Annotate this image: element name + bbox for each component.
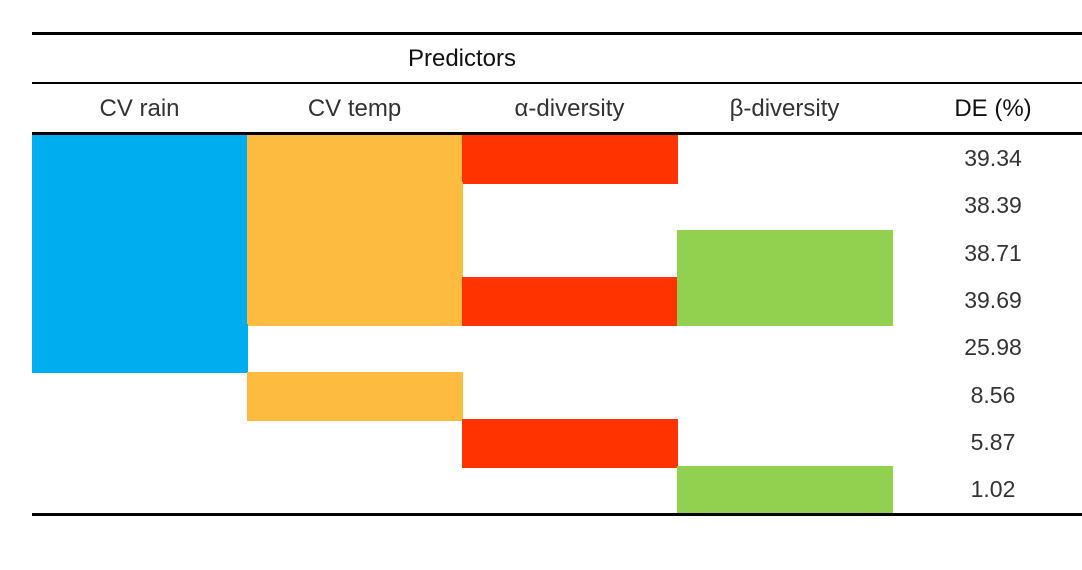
cell-alpha-diversity-row-1	[462, 135, 678, 184]
predictors-group-header: Predictors	[407, 45, 517, 72]
de-value-row-2: 38.39	[964, 192, 1022, 218]
cell-cv-rain-row-2	[32, 182, 248, 231]
de-value-row-7: 5.87	[970, 429, 1016, 455]
cell-beta-diversity-row-3	[677, 230, 893, 279]
de-value-row-6: 8.56	[970, 382, 1016, 408]
cell-cv-temp-row-4	[247, 277, 463, 326]
top-rule	[32, 32, 1082, 35]
cell-cv-temp-row-3	[247, 230, 463, 279]
bottom-rule	[32, 513, 1082, 516]
column-header-cv-temp: CV temp	[307, 95, 402, 122]
column-header-cv-rain: CV rain	[99, 95, 180, 122]
column-header-beta-diversity: β-diversity	[729, 95, 840, 122]
de-value-row-1: 39.34	[964, 145, 1022, 171]
column-header-alpha-diversity: α-diversity	[514, 95, 625, 122]
cell-alpha-diversity-row-4	[462, 277, 678, 326]
cell-cv-rain-row-4	[32, 277, 248, 326]
cell-cv-temp-row-2	[247, 182, 463, 231]
de-value-row-8: 1.02	[970, 476, 1016, 502]
de-value-row-4: 39.69	[964, 287, 1022, 313]
predictors-rule	[32, 82, 1082, 84]
cell-cv-rain-row-5	[32, 324, 248, 373]
de-value-row-5: 25.98	[964, 334, 1022, 360]
cell-cv-temp-row-6	[247, 372, 463, 421]
column-header-de: DE (%)	[954, 95, 1032, 122]
header-rule	[32, 132, 1082, 135]
cell-cv-temp-row-1	[247, 135, 463, 184]
cell-beta-diversity-row-4	[677, 277, 893, 326]
cell-beta-diversity-row-8	[677, 466, 893, 515]
cell-alpha-diversity-row-7	[462, 419, 678, 468]
cell-cv-rain-row-1	[32, 135, 248, 184]
de-value-row-3: 38.71	[964, 240, 1022, 266]
cell-cv-rain-row-3	[32, 230, 248, 279]
